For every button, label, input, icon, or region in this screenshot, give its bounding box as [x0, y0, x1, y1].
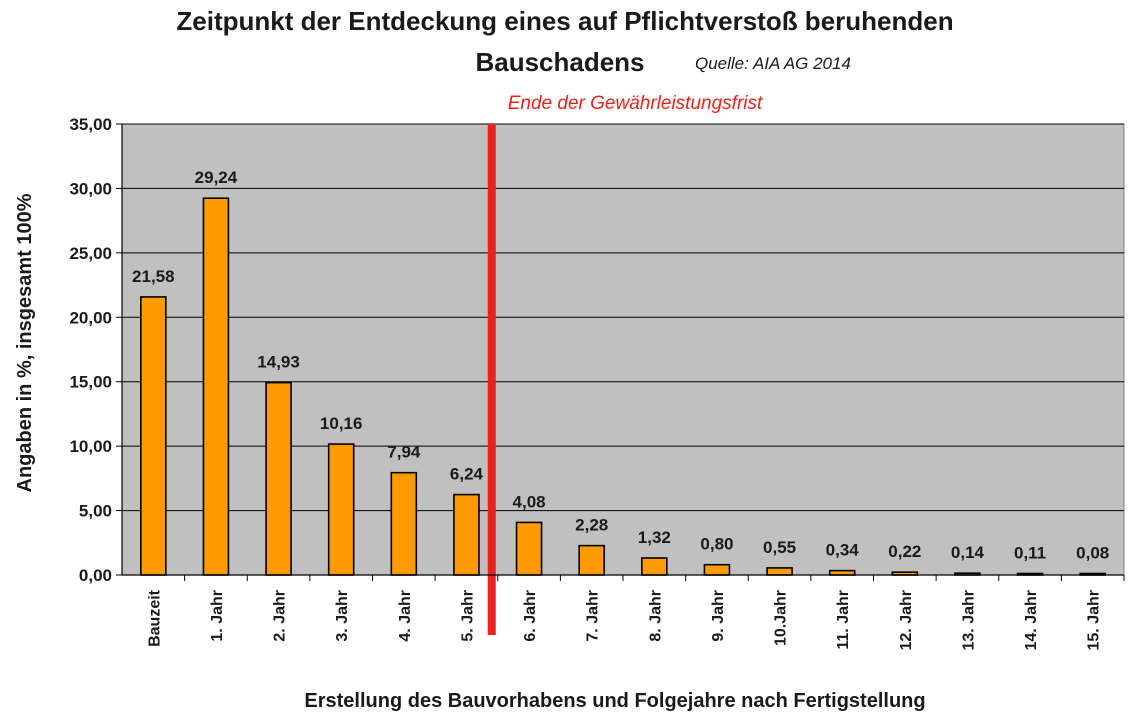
- y-tick-label: 30,00: [69, 179, 112, 198]
- bars: [140, 197, 1106, 576]
- chart-source: Quelle: AIA AG 2014: [695, 54, 851, 73]
- data-labels: 21,58 29,24 14,93 10,16 7,94 6,24 4,08 2,28 1,32…: [132, 168, 1109, 562]
- bar: [202, 197, 230, 576]
- data-label: 21,58: [132, 267, 175, 286]
- x-axis-title: Erstellung des Bauvorhabens und Folgejah…: [304, 690, 925, 712]
- x-tick-label: 5. Jahr: [459, 590, 476, 642]
- data-label: 29,24: [195, 168, 238, 187]
- y-tick-label: 20,00: [69, 308, 112, 327]
- x-tick-label: 2. Jahr: [272, 590, 289, 642]
- x-tick-label: 4. Jahr: [397, 590, 414, 642]
- x-tick-label: 6. Jahr: [522, 590, 539, 642]
- data-label: 0,80: [700, 535, 733, 554]
- x-tick-label: 1. Jahr: [209, 590, 226, 642]
- x-tick-label: 15. Jahr: [1086, 590, 1103, 650]
- x-axis: Bauzeit 1. Jahr 2. Jahr 3. Jahr 4. Jahr 5. Ja…: [122, 574, 1125, 650]
- x-tick-label: 9. Jahr: [710, 590, 727, 642]
- data-label: 14,93: [257, 353, 300, 372]
- bar: [327, 443, 355, 576]
- x-tick-label: Bauzeit: [146, 589, 163, 647]
- data-label: 0,55: [763, 538, 796, 557]
- x-tick-label: 12. Jahr: [898, 590, 915, 650]
- y-tick-label: 35,00: [69, 115, 112, 134]
- bar: [703, 563, 731, 576]
- warranty-end-label: Ende der Gewährleistungsfrist: [508, 93, 763, 114]
- data-label: 1,32: [638, 528, 671, 547]
- data-label: 4,08: [513, 492, 546, 511]
- x-tick-label: 13. Jahr: [960, 590, 977, 650]
- data-label: 0,11: [1014, 544, 1046, 563]
- x-tick-label: 11. Jahr: [835, 590, 852, 650]
- x-tick-label: 7. Jahr: [585, 590, 602, 642]
- y-tick-label: 15,00: [69, 373, 112, 392]
- y-axis: 0,00 5,00 10,00 15,00 20,00 25,00 30,00 35,00: [69, 115, 123, 585]
- bar: [578, 544, 605, 576]
- bar: [453, 493, 480, 576]
- bar: [766, 567, 793, 576]
- bar: [641, 557, 668, 576]
- y-axis-title: Angaben in %, insgesamt 100%: [14, 193, 36, 492]
- chart-title-line-1: Zeitpunkt der Entdeckung eines auf Pflic…: [176, 6, 953, 36]
- x-tick-label: 10.Jahr: [773, 590, 790, 646]
- bar: [390, 471, 418, 576]
- y-tick-label: 5,00: [79, 502, 112, 521]
- chart-title-line-2: Bauschadens: [475, 47, 644, 77]
- bar: [140, 296, 167, 576]
- x-tick-label: 8. Jahr: [647, 590, 664, 642]
- data-label: 6,24: [450, 465, 484, 484]
- bar: [515, 521, 543, 576]
- bar: [265, 381, 292, 576]
- data-label: 0,34: [826, 541, 860, 560]
- data-label: 2,28: [575, 516, 608, 535]
- data-label: 0,22: [888, 542, 921, 561]
- warranty-marker: Ende der Gewährleistungsfrist: [487, 93, 763, 635]
- data-label: 10,16: [320, 414, 363, 433]
- data-label: 7,94: [387, 443, 421, 462]
- x-tick-label: 3. Jahr: [334, 590, 351, 642]
- data-label: 0,08: [1076, 544, 1109, 563]
- data-label: 0,14: [951, 543, 985, 562]
- bar: [828, 569, 856, 576]
- y-tick-label: 10,00: [69, 437, 112, 456]
- y-tick-label: 0,00: [79, 566, 112, 585]
- y-tick-label: 25,00: [69, 244, 112, 263]
- x-tick-label: 14. Jahr: [1023, 590, 1040, 650]
